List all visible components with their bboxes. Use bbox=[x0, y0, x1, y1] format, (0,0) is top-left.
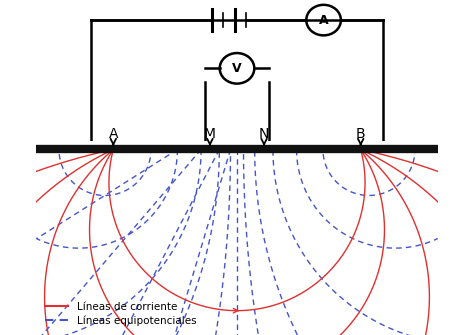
Text: A: A bbox=[319, 14, 328, 26]
Text: N: N bbox=[259, 127, 269, 141]
Legend: Líneas de corriente, Líneas equipotenciales: Líneas de corriente, Líneas equipotencia… bbox=[41, 298, 201, 330]
Text: V: V bbox=[232, 62, 242, 75]
Text: B: B bbox=[356, 127, 365, 141]
Text: A: A bbox=[109, 127, 118, 141]
Text: M: M bbox=[204, 127, 216, 141]
